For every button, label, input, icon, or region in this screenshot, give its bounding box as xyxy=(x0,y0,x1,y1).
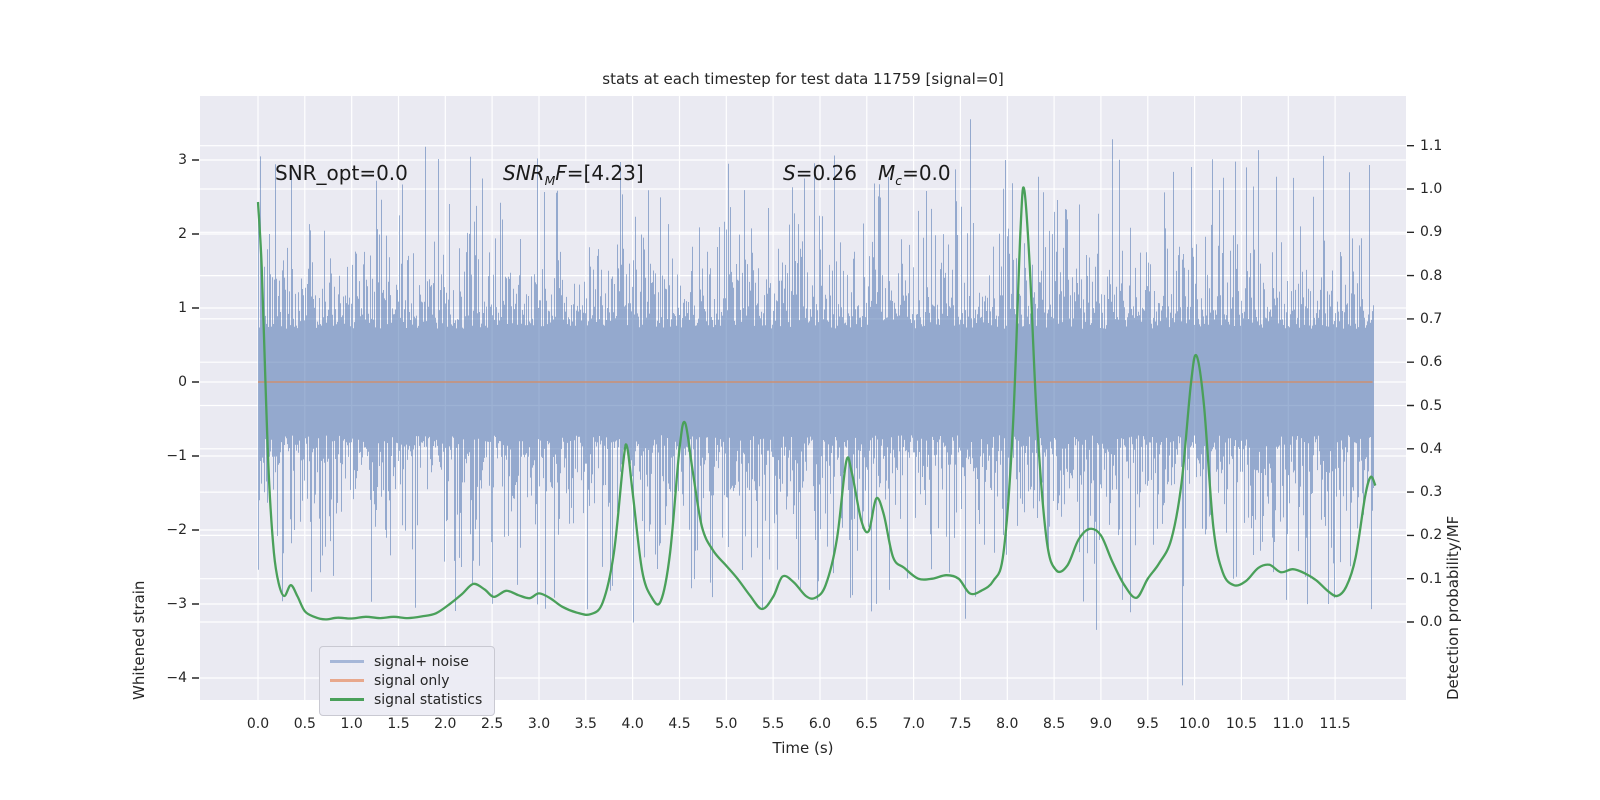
y-tick-label-right: 1.0 xyxy=(1420,181,1443,197)
x-tick-label: 6.0 xyxy=(808,716,832,732)
y-tick-label-left: −3 xyxy=(166,596,187,612)
x-tick-label: 4.5 xyxy=(668,716,691,732)
annotation-s: S=0.26 xyxy=(783,161,857,185)
y-tick-label-left: 2 xyxy=(178,226,187,242)
legend-line-swatch xyxy=(330,679,364,682)
x-tick-label: 0.5 xyxy=(293,716,316,732)
x-tick-label: 3.5 xyxy=(574,716,597,732)
y-tick-label-right: 0.5 xyxy=(1420,397,1443,414)
y-tick-label-left: 1 xyxy=(178,300,187,316)
x-tick-label: 6.5 xyxy=(855,716,878,732)
y-tick-label-left: −2 xyxy=(166,522,187,538)
x-tick-label: 7.5 xyxy=(949,716,972,732)
y-tick-label-right: 0.1 xyxy=(1420,570,1443,587)
x-tick-label: 9.5 xyxy=(1136,716,1159,732)
x-tick-label: 4.0 xyxy=(621,716,644,732)
x-tick-label: 3.0 xyxy=(527,716,551,732)
y-tick-label-right: 0.8 xyxy=(1420,267,1443,284)
x-tick-label: 1.0 xyxy=(340,716,363,732)
annotation-mc: Mc=0.0 xyxy=(878,161,951,188)
legend-item: signal only xyxy=(330,671,482,690)
x-tick-label: 1.5 xyxy=(387,716,410,732)
y-tick-label-right: 0.0 xyxy=(1420,614,1443,630)
legend-item: signal+ noise xyxy=(330,652,482,671)
legend: signal+ noise signal only signal statistic… xyxy=(319,646,496,716)
y-axis-label-left: Whitened strain xyxy=(130,580,148,700)
x-tick-label: 7.0 xyxy=(902,716,925,732)
y-tick-label-right: 0.3 xyxy=(1420,484,1443,501)
x-tick-label: 9.0 xyxy=(1089,716,1113,732)
y-tick-label-right: 0.6 xyxy=(1420,354,1443,371)
y-tick-label-left: 0 xyxy=(178,374,187,390)
y-axis-label-right: Detection probability/MF xyxy=(1444,515,1462,700)
y-tick-label-left: 3 xyxy=(178,152,187,168)
x-tick-label: 11.5 xyxy=(1319,716,1351,732)
y-tick-label-left: −1 xyxy=(166,448,187,464)
series-signal-statistics xyxy=(256,186,1377,621)
x-tick-label: 5.0 xyxy=(715,716,738,732)
y-tick-label-right: 0.2 xyxy=(1420,527,1443,544)
y-tick-label-right: 0.4 xyxy=(1420,440,1443,457)
legend-item: signal statistics xyxy=(330,690,482,709)
x-tick-label: 8.5 xyxy=(1042,716,1066,732)
y-tick-label-right: 0.7 xyxy=(1420,310,1443,327)
x-tick-label: 11.0 xyxy=(1272,716,1304,732)
legend-label: signal+ noise xyxy=(374,653,469,670)
legend-label: signal only xyxy=(374,672,450,689)
x-axis-label: Time (s) xyxy=(772,739,834,757)
y-tick-label-right: 0.9 xyxy=(1420,224,1443,241)
legend-line-swatch xyxy=(330,698,364,701)
y-tick-label-right: 1.1 xyxy=(1420,137,1443,154)
x-tick-label: 10.5 xyxy=(1225,716,1258,732)
series-signal-noise xyxy=(258,119,1374,686)
x-tick-label: 10.0 xyxy=(1179,716,1211,732)
x-tick-label: 0.0 xyxy=(246,716,270,732)
legend-label: signal statistics xyxy=(374,691,483,708)
tick-marks xyxy=(192,145,1414,679)
legend-line-swatch xyxy=(330,660,364,663)
x-tick-label: 2.5 xyxy=(481,716,504,732)
x-tick-label: 5.5 xyxy=(761,716,785,732)
x-tick-label: 8.0 xyxy=(996,716,1019,732)
y-tick-label-left: −4 xyxy=(166,670,187,686)
annotation-snr-opt: SNR_opt=0.0 xyxy=(275,161,408,185)
annotation-snr-mf: SNRMF=[4.23] xyxy=(503,161,644,188)
x-tick-label: 2.0 xyxy=(434,716,457,732)
chart-title: stats at each timestep for test data 117… xyxy=(602,70,1004,88)
